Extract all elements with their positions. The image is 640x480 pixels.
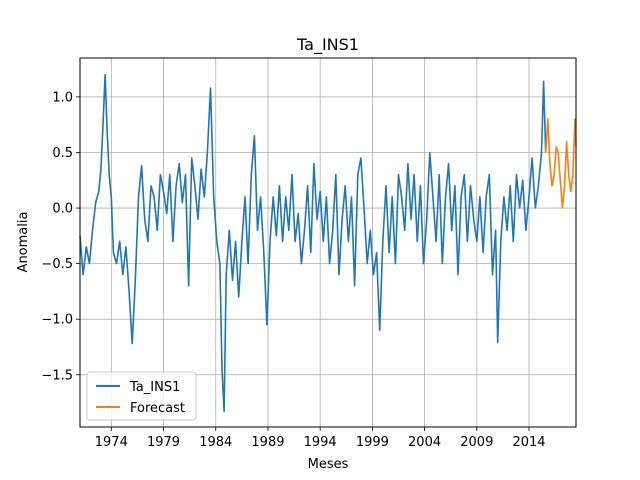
series-line-forecast [544, 118, 577, 209]
y-axis: −1.5 −1.0 −0.5 0.0 0.5 1.0 [41, 90, 80, 383]
legend-label-ta-ins1: Ta_INS1 [129, 380, 180, 395]
series-line-ta-ins1 [79, 73, 547, 413]
x-tick-label: 1989 [251, 435, 284, 450]
x-tick-label: 1974 [95, 435, 128, 450]
x-tick-label: 2004 [408, 435, 441, 450]
legend: Ta_INS1 Forecast [86, 371, 197, 421]
x-tick-label: 2014 [512, 435, 545, 450]
y-tick-label: −0.5 [41, 257, 73, 272]
x-axis-title: Meses [308, 457, 349, 472]
y-tick-label: 1.0 [52, 90, 73, 105]
x-tick-label: 1999 [356, 435, 389, 450]
x-tick-label: 1994 [304, 435, 337, 450]
chart-title: Ta_INS1 [296, 35, 359, 55]
plot-frame [79, 57, 577, 428]
x-tick-label: 1984 [199, 435, 232, 450]
x-axis: 1974 1979 1984 1989 1994 1999 2004 2009 2014 [95, 427, 546, 450]
y-tick-label: −1.5 [41, 368, 73, 383]
x-tick-label: 2009 [460, 435, 493, 450]
y-tick-label: 0.0 [52, 202, 73, 217]
y-tick-label: 0.5 [52, 146, 73, 161]
y-axis-title: Anomalia [16, 212, 31, 273]
y-tick-label: −1.0 [41, 313, 73, 328]
legend-label-forecast: Forecast [130, 401, 185, 416]
series-layer [79, 73, 577, 413]
x-tick-label: 1979 [147, 435, 180, 450]
